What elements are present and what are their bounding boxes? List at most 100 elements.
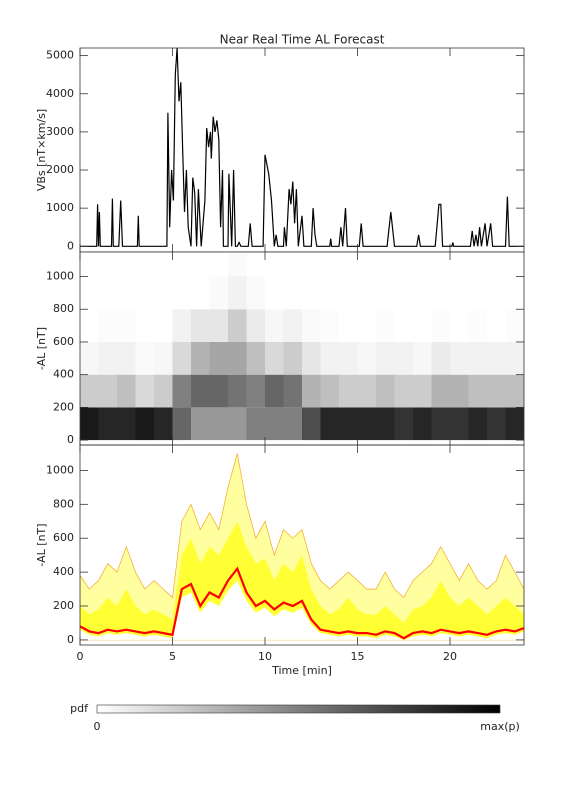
heat-cell (117, 341, 136, 375)
heat-cell (413, 407, 432, 441)
heat-cell (339, 309, 358, 342)
heat-cell (394, 252, 413, 277)
heat-cell (302, 276, 321, 310)
colorbar (96, 704, 501, 714)
heat-cell (376, 407, 395, 441)
y-tick-label: 1000 (46, 463, 74, 476)
heat-cell (80, 252, 99, 277)
heat-cell (357, 309, 376, 342)
heat-cell (135, 341, 154, 375)
heat-cell (209, 309, 228, 342)
heat-cell (487, 341, 506, 375)
heat-cell (320, 407, 339, 441)
heat-cell (98, 252, 117, 277)
heat-cell (80, 407, 99, 441)
y-tick-label: 600 (53, 335, 74, 348)
heat-cell (450, 374, 469, 408)
heat-cell (265, 276, 284, 310)
heat-cell (209, 374, 228, 408)
heat-cell (98, 341, 117, 375)
heat-cell (191, 252, 210, 277)
heat-cell (135, 252, 154, 277)
y-tick-label: 0 (67, 633, 74, 646)
y-tick-label: 3000 (46, 125, 74, 138)
heat-cell (302, 407, 321, 441)
heat-cell (135, 407, 154, 441)
heat-cell (265, 341, 284, 375)
line (80, 48, 524, 247)
heat-cell (302, 341, 321, 375)
heat-cell (283, 374, 302, 408)
x-tick-label: 10 (258, 650, 272, 663)
y-tick-label: 1000 (46, 270, 74, 283)
heat-cell (117, 309, 136, 342)
heat-cell (468, 341, 487, 375)
heat-cell (339, 407, 358, 441)
heat-cell (172, 276, 191, 310)
heat-cell (265, 374, 284, 408)
heat-cell (154, 374, 173, 408)
heat-cell (431, 341, 450, 375)
heat-cell (117, 276, 136, 310)
heat-cell (302, 309, 321, 342)
heat-cell (468, 374, 487, 408)
heat-cell (246, 341, 265, 375)
heat-cell (357, 341, 376, 375)
heat-cell (357, 407, 376, 441)
heat-cell (154, 407, 173, 441)
heat-cell (413, 374, 432, 408)
colorbar-max-label: max(p) (480, 720, 520, 733)
band-area (80, 580, 524, 640)
heat-cell (394, 341, 413, 375)
heat-cell (468, 407, 487, 441)
heat-cell (450, 252, 469, 277)
heat-cell (117, 252, 136, 277)
heat-cell (283, 252, 302, 277)
heat-cell (265, 309, 284, 342)
heat-cell (228, 341, 247, 375)
heat-cell (302, 374, 321, 408)
heat-cell (228, 276, 247, 310)
heat-cell (191, 309, 210, 342)
y-tick-label: 800 (53, 302, 74, 315)
heat-cell (246, 309, 265, 342)
heat-cell (154, 309, 173, 342)
heat-cell (339, 374, 358, 408)
heat-cell (339, 276, 358, 310)
heat-cell (172, 374, 191, 408)
heat-cell (505, 276, 524, 310)
heat-cell (431, 374, 450, 408)
heat-cell (246, 252, 265, 277)
heat-cell (154, 252, 173, 277)
heat-cell (302, 252, 321, 277)
heat-cell (135, 374, 154, 408)
heat-cell (209, 341, 228, 375)
heat-cell (394, 407, 413, 441)
heat-cell (283, 407, 302, 441)
heat-cell (320, 341, 339, 375)
heat-cell (283, 341, 302, 375)
heat-cell (246, 374, 265, 408)
heat-cell (98, 407, 117, 441)
y-tick-label: 600 (53, 531, 74, 544)
y-axis-label: -AL [nT] (35, 523, 48, 566)
heat-cell (320, 309, 339, 342)
heat-cell (376, 341, 395, 375)
heat-cell (431, 407, 450, 441)
heat-cell (450, 407, 469, 441)
x-tick-label: 5 (169, 650, 176, 663)
heat-cell (191, 341, 210, 375)
heat-cell (505, 309, 524, 342)
heat-cell (357, 374, 376, 408)
heat-cell (376, 374, 395, 408)
heat-cell (154, 276, 173, 310)
heat-cell (80, 309, 99, 342)
y-tick-label: 400 (53, 565, 74, 578)
heat-cell (246, 407, 265, 441)
heat-cell (413, 309, 432, 342)
heat-cell (468, 276, 487, 310)
x-tick-label: 20 (443, 650, 457, 663)
heat-cell (413, 252, 432, 277)
heat-cell (135, 309, 154, 342)
